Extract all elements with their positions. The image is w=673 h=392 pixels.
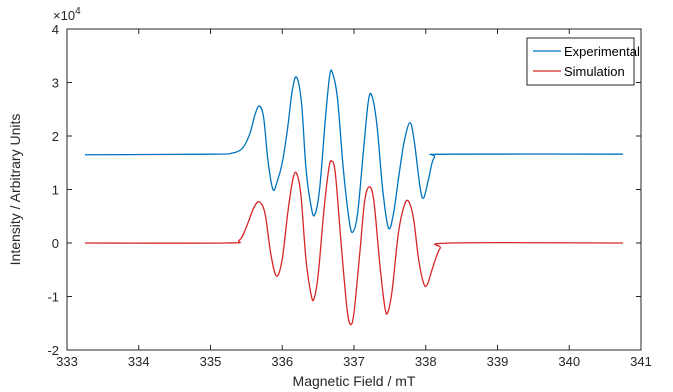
legend-label-experimental: Experimental <box>564 44 640 59</box>
x-tick-label: 338 <box>415 354 437 369</box>
y-tick-label: 4 <box>52 22 59 37</box>
x-tick-label: 333 <box>56 354 78 369</box>
y-tick-label: -1 <box>47 290 59 305</box>
x-tick-label: 336 <box>271 354 293 369</box>
y-exponent-label: ×104 <box>53 6 81 23</box>
x-tick-label: 334 <box>128 354 150 369</box>
x-tick-label: 341 <box>630 354 652 369</box>
y-axis-label: Intensity / Arbitrary Units <box>7 114 23 266</box>
x-axis-label: Magnetic Field / mT <box>293 373 416 389</box>
x-tick-label: 339 <box>487 354 509 369</box>
x-tick-label: 340 <box>558 354 580 369</box>
x-tick-label: 335 <box>200 354 222 369</box>
x-tick-label: 337 <box>343 354 365 369</box>
series-line-simulation <box>84 160 624 326</box>
legend-box <box>526 37 635 86</box>
legend-label-simulation: Simulation <box>564 64 625 79</box>
y-tick-label: -2 <box>47 343 59 358</box>
legend: Experimental Simulation <box>526 37 640 86</box>
y-tick-label: 0 <box>52 236 59 251</box>
y-tick-label: 2 <box>52 129 59 144</box>
y-tick-label: 1 <box>52 183 59 198</box>
series-line-experimental <box>84 69 624 234</box>
y-tick-label: 3 <box>52 76 59 91</box>
